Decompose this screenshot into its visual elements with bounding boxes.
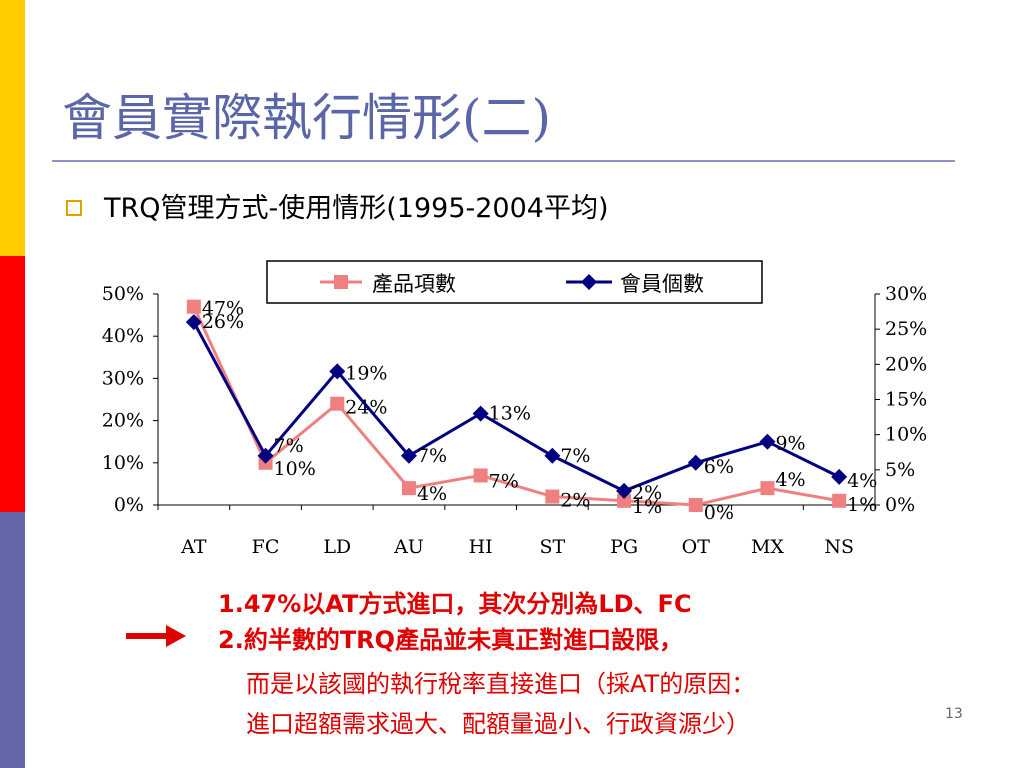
data-label: 7%	[560, 445, 590, 467]
slide-title: 會員實際執行情形(二)	[62, 89, 552, 147]
x-tick-label: LD	[323, 536, 351, 558]
data-label: 2%	[632, 482, 662, 504]
series-2-point	[329, 363, 346, 380]
left-tick-label: 40%	[102, 325, 144, 347]
series-1-point	[401, 481, 416, 496]
legend-marker-1	[334, 275, 348, 289]
data-label: 2%	[560, 490, 590, 512]
bullet-text: TRQ管理方式-使用情形(1995-2004平均)	[104, 193, 609, 224]
x-tick-label: OT	[682, 536, 711, 558]
series-line-2	[192, 321, 840, 493]
data-label: 6%	[704, 456, 734, 478]
data-label: 19%	[345, 362, 387, 384]
series-2-point	[257, 447, 274, 464]
series-2-point	[759, 433, 776, 450]
right-tick-label: 5%	[885, 459, 915, 481]
page-number: 13	[945, 706, 963, 722]
data-label: 7%	[417, 445, 447, 467]
data-label: 1%	[847, 494, 877, 516]
x-tick-label: ST	[539, 536, 565, 558]
data-label: 13%	[489, 403, 531, 425]
side-bar-yellow	[0, 0, 25, 256]
series-1-point	[186, 299, 201, 314]
data-label: 4%	[417, 483, 447, 505]
x-tick-label: AT	[180, 536, 207, 558]
data-label: 10%	[274, 458, 316, 480]
series-1-point	[760, 481, 775, 496]
x-tick-label: HI	[469, 536, 493, 558]
legend-marker-2	[581, 274, 597, 290]
series-2-point	[544, 447, 561, 464]
legend-label-2: 會員個數	[620, 272, 704, 296]
series-line-1	[192, 306, 840, 507]
series-2-point	[831, 468, 848, 485]
series-1-point	[330, 396, 345, 411]
right-tick-label: 15%	[885, 389, 927, 411]
x-tick-label: NS	[824, 536, 854, 558]
series-1-point	[473, 468, 488, 483]
side-bar-blue	[0, 512, 25, 768]
left-tick-label: 0%	[114, 494, 144, 516]
data-label: 7%	[489, 470, 519, 492]
note-line-2: 2.約半數的TRQ產品並未真正對進口設限，	[218, 626, 684, 654]
series-2-point	[616, 482, 633, 499]
right-tick-label: 30%	[885, 283, 927, 305]
data-label: 1%	[632, 496, 662, 518]
data-label: 9%	[775, 433, 805, 455]
data-label: 26%	[202, 311, 244, 333]
data-label: 7%	[274, 435, 304, 457]
series-2-point	[400, 447, 417, 464]
title-divider	[52, 160, 955, 162]
right-tick-label: 10%	[885, 424, 927, 446]
series-1-point	[688, 498, 703, 512]
right-tick-label: 20%	[885, 353, 927, 375]
left-tick-label: 30%	[102, 367, 144, 389]
x-tick-label: PG	[610, 536, 638, 558]
x-tick-label: MX	[751, 536, 784, 558]
left-tick-label: 20%	[102, 410, 144, 432]
right-tick-label: 25%	[885, 318, 927, 340]
series-1-point	[545, 489, 560, 504]
data-label: 0%	[704, 502, 734, 524]
series-1-point	[832, 493, 847, 508]
side-bar-red	[0, 256, 25, 512]
note-line-3: 而是以該國的執行稅率直接進口（採AT的原因：	[246, 670, 756, 698]
data-label: 4%	[775, 469, 805, 491]
series-1-point	[617, 493, 632, 508]
bullet-square-icon	[66, 200, 82, 216]
left-tick-label: 50%	[102, 283, 144, 305]
note-line-1: 1.47%以AT方式進口，其次分別為LD、FC	[218, 590, 692, 618]
right-arrow-icon	[126, 625, 186, 647]
left-tick-label: 10%	[102, 452, 144, 474]
series-2-point	[185, 314, 202, 331]
data-label: 4%	[847, 470, 877, 492]
series-2-point	[472, 405, 489, 422]
x-tick-label: AU	[393, 536, 424, 558]
series-2-point	[687, 454, 704, 471]
data-label: 47%	[202, 298, 244, 320]
note-line-4: 進口超額需求過大、配額量過小、行政資源少）	[246, 710, 750, 738]
x-tick-label: FC	[252, 536, 280, 558]
right-tick-label: 0%	[885, 494, 915, 516]
legend-label-1: 產品項數	[372, 272, 456, 296]
